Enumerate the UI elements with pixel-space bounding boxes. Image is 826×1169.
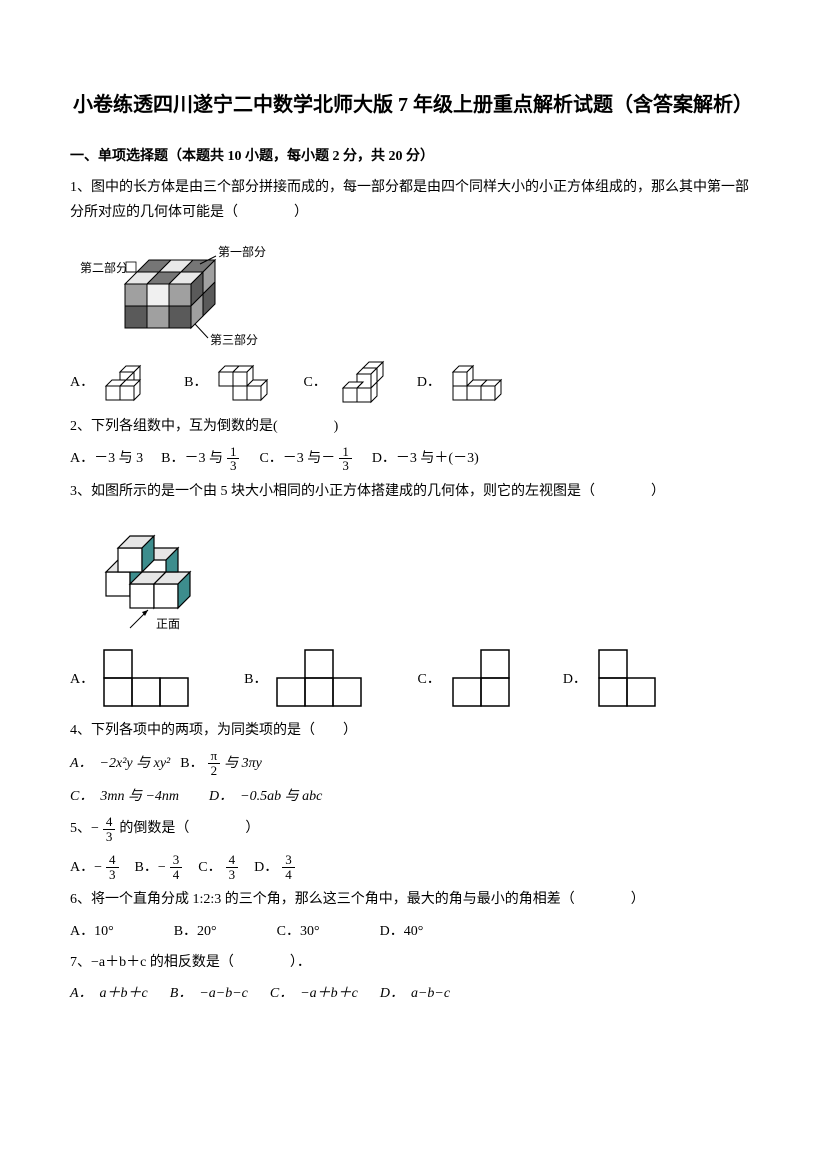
question-6: 6、将一个直角分成 1:2:3 的三个角，那么这三个角中，最大的角与最小的角相差… <box>70 887 756 943</box>
q7-options: A． a＋b＋c B． −a−b−c C． −a＋b＋c D． a−b−c <box>70 981 756 1006</box>
q7-opt-b[interactable]: B． −a−b−c <box>170 981 248 1006</box>
question-3: 3、如图所示的是一个由 5 块大小相同的小正方体搭建成的几何体，则它的左视图是（… <box>70 479 756 712</box>
q6-opt-b[interactable]: B．20° <box>174 919 217 944</box>
q1-opt-a[interactable]: A． <box>70 360 160 406</box>
q2-opt-a[interactable]: A．－3 与 3 <box>70 446 143 471</box>
q7-opt-d[interactable]: D． a−b−c <box>380 981 450 1006</box>
q5-opt-b[interactable]: B．− 34 <box>135 853 185 881</box>
frac-icon: 34 <box>282 853 295 881</box>
q5-opt-a[interactable]: A．− 43 <box>70 853 121 881</box>
frac-icon: 43 <box>106 853 119 881</box>
question-2: 2、下列各组数中，互为倒数的是( ) A．－3 与 3 B．－3 与 13 C．… <box>70 414 756 473</box>
frac-icon: 34 <box>170 853 183 881</box>
q2-opt-d[interactable]: D．－3 与＋(－3) <box>372 446 479 471</box>
frac-icon: 43 <box>103 815 116 843</box>
q4-opt-c[interactable]: C． 3mn 与 −4nm <box>70 784 179 809</box>
frac-icon: 13 <box>339 445 352 473</box>
q1-stem: 1、图中的长方体是由三个部分拼接而成的，每一部分都是由四个同样大小的小正方体组成… <box>70 175 756 225</box>
q6-stem: 6、将一个直角分成 1:2:3 的三个角，那么这三个角中，最大的角与最小的角相差… <box>70 887 756 912</box>
q3-opt-b[interactable]: B． <box>244 646 371 712</box>
q1-options: A． B． C． <box>70 358 756 408</box>
q2-opt-c[interactable]: C．－3 与－ 13 <box>259 445 353 473</box>
question-4: 4、下列各项中的两项，为同类项的是（ ） A． −2x²y 与 xy² B． π… <box>70 718 756 809</box>
q7-opt-a[interactable]: A． a＋b＋c <box>70 981 148 1006</box>
question-5: 5、− 43 的倒数是（ ） A．− 43 B．− 34 C． 43 D． 34 <box>70 815 756 882</box>
q6-opt-d[interactable]: D．40° <box>380 919 424 944</box>
q7-opt-c[interactable]: C． −a＋b＋c <box>270 981 358 1006</box>
q3-stem: 3、如图所示的是一个由 5 块大小相同的小正方体搭建成的几何体，则它的左视图是（… <box>70 479 756 504</box>
q5-opt-d[interactable]: D． 34 <box>254 853 297 881</box>
q1-opt-c[interactable]: C． <box>303 358 392 408</box>
section-heading: 一、单项选择题（本题共 10 小题，每小题 2 分，共 20 分） <box>70 144 756 169</box>
q1-label-part3: 第三部分 <box>210 332 258 347</box>
question-1: 1、图中的长方体是由三个部分拼接而成的，每一部分都是由四个同样大小的小正方体组成… <box>70 175 756 407</box>
q4-row1: A． −2x²y 与 xy² B． π2 与 3πy <box>70 749 756 777</box>
q3-opt-c[interactable]: C． <box>417 646 516 712</box>
q2-options: A．－3 与 3 B．－3 与 13 C．－3 与－ 13 D．－3 与＋(－3… <box>70 445 756 473</box>
q1-opt-d[interactable]: D． <box>417 360 521 406</box>
frac-icon: 43 <box>226 853 239 881</box>
q3-opt-d[interactable]: D． <box>563 646 663 712</box>
q2-stem: 2、下列各组数中，互为倒数的是( ) <box>70 414 756 439</box>
q2-opt-b[interactable]: B．－3 与 13 <box>161 445 241 473</box>
q6-opt-c[interactable]: C．30° <box>277 919 320 944</box>
q7-stem: 7、−a＋b＋c 的相反数是（ ）． <box>70 950 756 975</box>
q5-opt-c[interactable]: C． 43 <box>198 853 240 881</box>
q3-opt-a[interactable]: A． <box>70 646 198 712</box>
q3-front-label: 正面 <box>156 617 180 631</box>
q1-opt-b[interactable]: B． <box>184 360 279 406</box>
frac-icon: π2 <box>208 749 221 777</box>
q1-figure: 第一部分 第二部分 第三部分 <box>70 232 756 352</box>
q4-opt-b[interactable]: B． π2 与 3πy <box>180 749 262 777</box>
q1-label-part1: 第一部分 <box>218 244 266 259</box>
q5-options: A．− 43 B．− 34 C． 43 D． 34 <box>70 853 756 881</box>
question-7: 7、−a＋b＋c 的相反数是（ ）． A． a＋b＋c B． −a−b−c C．… <box>70 950 756 1006</box>
q3-figure: 正面 <box>70 510 756 640</box>
q3-options: A． B． C． D． <box>70 646 756 712</box>
q4-stem: 4、下列各项中的两项，为同类项的是（ ） <box>70 718 756 743</box>
page-title: 小卷练透四川遂宁二中数学北师大版 7 年级上册重点解析试题（含答案解析） <box>70 90 756 120</box>
q1-label-part2: 第二部分 <box>80 260 128 275</box>
q6-opt-a[interactable]: A．10° <box>70 919 114 944</box>
frac-icon: 13 <box>227 445 240 473</box>
q4-opt-a[interactable]: A． −2x²y 与 xy² <box>70 751 170 776</box>
q4-opt-d[interactable]: D． −0.5ab 与 abc <box>209 784 322 809</box>
q6-options: A．10° B．20° C．30° D．40° <box>70 919 756 944</box>
q5-stem: 5、− 43 的倒数是（ ） <box>70 815 259 843</box>
q4-row2: C． 3mn 与 −4nm D． −0.5ab 与 abc <box>70 784 756 809</box>
